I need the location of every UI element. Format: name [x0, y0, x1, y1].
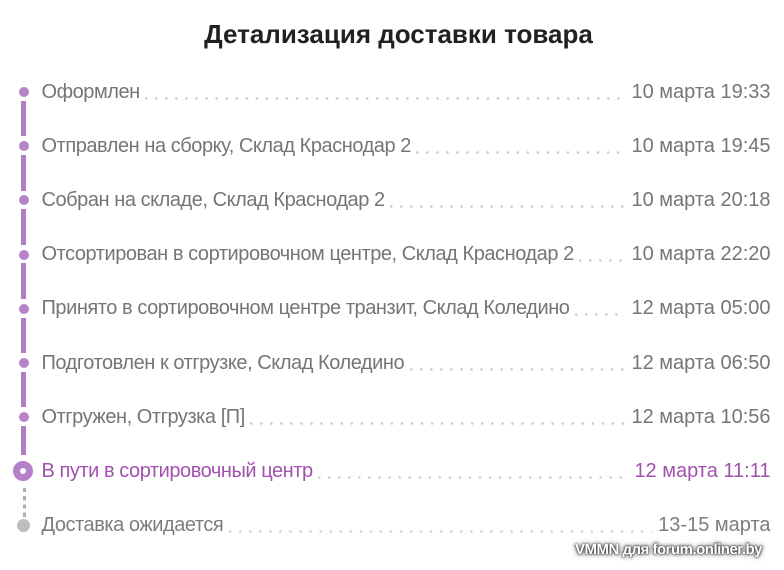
svg-text:VMMN для forum.onliner.by: VMMN для forum.onliner.by [575, 541, 763, 558]
svg-text:VMMN для forum.onliner.by: VMMN для forum.onliner.by [575, 541, 763, 558]
svg-text:VMMN для forum.onliner.by: VMMN для forum.onliner.by [575, 541, 763, 558]
svg-text:VMMN для forum.onliner.by: VMMN для forum.onliner.by [575, 541, 763, 558]
svg-text:VMMN для forum.onliner.by: VMMN для forum.onliner.by [575, 541, 763, 558]
